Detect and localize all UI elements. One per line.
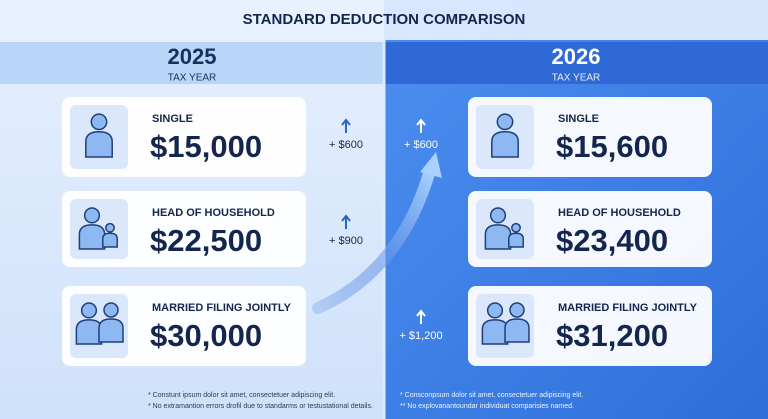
right-header <box>384 42 768 84</box>
card-label: SINGLE <box>558 113 599 125</box>
change-label: + $600 <box>404 139 438 151</box>
person-head <box>489 207 507 224</box>
title: STANDARD DEDUCTION COMPARISON <box>243 11 526 28</box>
change-label: + $900 <box>329 235 363 247</box>
change-label: + $1,200 <box>399 330 442 342</box>
person-body <box>85 130 113 158</box>
person-body <box>98 318 124 343</box>
card-amount: $22,500 <box>150 223 262 258</box>
person-head <box>83 207 101 224</box>
change-label: + $600 <box>329 139 363 151</box>
person-head <box>486 302 504 319</box>
person-head <box>496 113 514 131</box>
card-amount: $30,000 <box>150 318 262 353</box>
person-head <box>80 302 98 319</box>
up-arrow <box>341 214 351 229</box>
person-body <box>75 319 103 345</box>
person-head <box>509 302 525 318</box>
person-head <box>90 113 108 131</box>
card-label: MARRIED FILING JOINTLY <box>152 302 292 314</box>
up-arrow <box>341 118 351 133</box>
person-body <box>481 319 509 345</box>
card-amount: $15,000 <box>150 129 262 164</box>
footnote: * Constunt ipsum dolor sit amet, consect… <box>148 392 335 399</box>
card-amount: $31,200 <box>556 318 668 353</box>
card-label: HEAD OF HOUSEHOLD <box>558 207 681 219</box>
growth-arrow <box>312 164 436 314</box>
footnote: * Consconpsum dolor sit amet, consectetu… <box>400 392 583 399</box>
left-header <box>0 42 384 84</box>
person-body <box>491 130 519 158</box>
up-arrow <box>416 309 426 324</box>
card-label: HEAD OF HOUSEHOLD <box>152 207 275 219</box>
footnote: ** No explovanantoundar individuat compa… <box>400 403 574 410</box>
year: 2026 <box>552 44 601 69</box>
growth-arrow-head <box>420 152 442 178</box>
card-label: SINGLE <box>152 113 193 125</box>
person-head <box>105 222 115 233</box>
year-subtitle: TAX YEAR <box>168 73 217 84</box>
up-arrow <box>416 118 426 133</box>
person-body <box>504 318 530 343</box>
card-amount: $23,400 <box>556 223 668 258</box>
title-strip <box>0 0 768 40</box>
card-amount: $15,600 <box>556 129 668 164</box>
year-subtitle: TAX YEAR <box>552 73 601 84</box>
person-body <box>484 224 512 250</box>
person-head <box>103 302 119 318</box>
card-label: MARRIED FILING JOINTLY <box>558 302 698 314</box>
year: 2025 <box>168 44 217 69</box>
footnote: * No extramantion errors drofil due to s… <box>148 403 373 410</box>
person-body <box>78 224 106 250</box>
person-body <box>508 232 524 248</box>
person-head <box>511 222 521 233</box>
person-body <box>102 232 118 248</box>
